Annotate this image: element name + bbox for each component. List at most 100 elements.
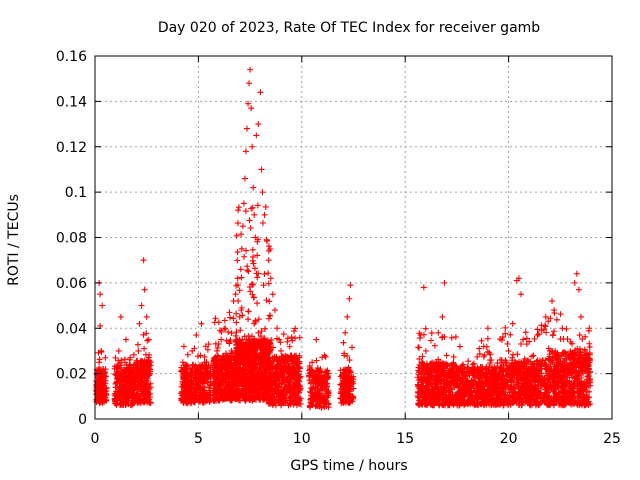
- data-point: [146, 396, 153, 403]
- data-point: [118, 357, 125, 364]
- data-point: [188, 372, 195, 379]
- data-point: [190, 392, 197, 399]
- data-point: [450, 353, 457, 360]
- data-point: [557, 311, 564, 318]
- data-point: [103, 384, 110, 391]
- data-point: [225, 368, 232, 375]
- data-point: [265, 280, 272, 287]
- data-point: [214, 344, 221, 351]
- data-point: [144, 337, 151, 344]
- data-point: [141, 395, 148, 402]
- data-point: [227, 314, 234, 321]
- data-point: [180, 383, 187, 390]
- data-point: [456, 343, 463, 350]
- data-point: [535, 331, 542, 338]
- data-point: [236, 287, 243, 294]
- data-point: [422, 325, 429, 332]
- data-point: [255, 316, 262, 323]
- data-point: [474, 353, 481, 360]
- data-point: [262, 203, 269, 210]
- data-point: [186, 391, 193, 398]
- data-point: [241, 253, 248, 260]
- data-point: [531, 335, 538, 342]
- data-point: [216, 356, 223, 363]
- data-point: [549, 332, 556, 339]
- data-point: [265, 243, 272, 250]
- data-point: [534, 326, 541, 333]
- data-point: [233, 310, 240, 317]
- data-point: [223, 337, 230, 344]
- data-point: [113, 400, 120, 407]
- data-point: [254, 274, 261, 281]
- data-point: [96, 383, 103, 390]
- data-point: [250, 253, 257, 260]
- data-point: [179, 378, 186, 385]
- data-point: [420, 331, 427, 338]
- data-point: [228, 330, 235, 337]
- data-point: [234, 220, 241, 227]
- data-point: [138, 366, 145, 373]
- data-point: [254, 202, 261, 209]
- data-point: [143, 330, 150, 337]
- data-point: [125, 393, 132, 400]
- data-point: [196, 377, 203, 384]
- data-point: [260, 282, 267, 289]
- data-point: [249, 246, 256, 253]
- data-point: [267, 312, 274, 319]
- data-point: [251, 265, 258, 272]
- data-point: [522, 329, 529, 336]
- data-point: [193, 366, 200, 373]
- data-point: [213, 373, 220, 380]
- data-point: [528, 353, 535, 360]
- data-point: [191, 397, 198, 404]
- data-point: [120, 396, 127, 403]
- data-point: [340, 339, 347, 346]
- data-point: [427, 337, 434, 344]
- data-point: [250, 281, 257, 288]
- data-point: [224, 369, 231, 376]
- data-point: [203, 367, 210, 374]
- data-point: [215, 389, 222, 396]
- data-point: [188, 386, 195, 393]
- data-point: [225, 362, 232, 369]
- data-point: [205, 362, 212, 369]
- data-point: [202, 343, 209, 350]
- data-point: [225, 378, 232, 385]
- data-point: [280, 331, 287, 338]
- data-point: [192, 374, 199, 381]
- data-point: [514, 351, 521, 358]
- data-point: [141, 362, 148, 369]
- data-point: [502, 324, 509, 331]
- data-point: [242, 208, 249, 215]
- data-point: [465, 358, 472, 365]
- data-point: [478, 337, 485, 344]
- data-point: [147, 400, 154, 407]
- data-point: [221, 317, 228, 324]
- data-point: [452, 333, 459, 340]
- data-point: [115, 375, 122, 382]
- data-point: [247, 225, 254, 232]
- data-point: [185, 373, 192, 380]
- data-point: [416, 335, 423, 342]
- data-point: [141, 369, 148, 376]
- data-point: [205, 384, 212, 391]
- data-point: [416, 344, 423, 351]
- data-point: [134, 341, 141, 348]
- data-point: [210, 374, 217, 381]
- data-point: [199, 371, 206, 378]
- data-point: [238, 274, 245, 281]
- data-point: [232, 332, 239, 339]
- data-point: [121, 367, 128, 374]
- data-point: [259, 220, 266, 227]
- scatter-points: [93, 66, 594, 411]
- data-point: [226, 391, 233, 398]
- data-point: [180, 364, 187, 371]
- data-point: [144, 381, 151, 388]
- data-point: [234, 257, 241, 264]
- data-point: [197, 394, 204, 401]
- data-point: [205, 394, 212, 401]
- data-point: [237, 327, 244, 334]
- data-point: [216, 369, 223, 376]
- data-point: [233, 319, 240, 326]
